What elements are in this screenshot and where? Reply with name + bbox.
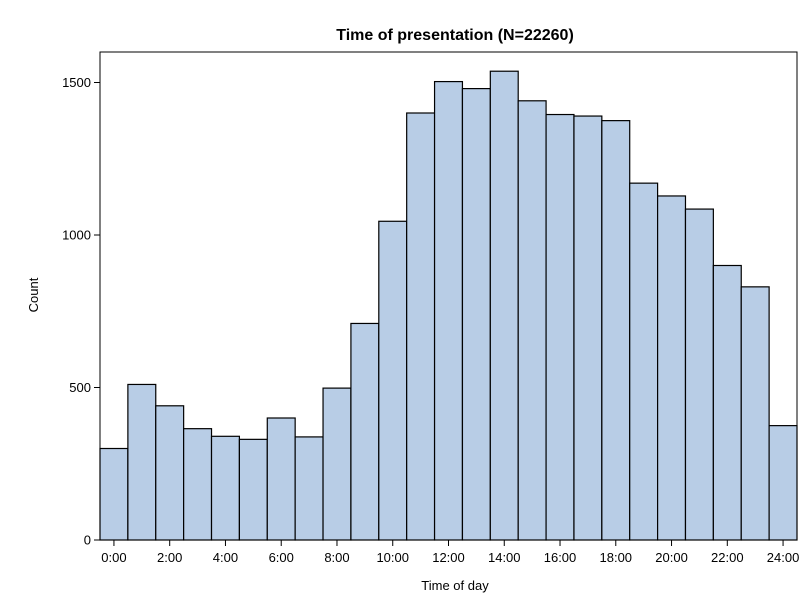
histogram-bar xyxy=(183,428,213,541)
x-tick-label: 0:00 xyxy=(101,550,126,565)
histogram-bar xyxy=(294,436,324,541)
histogram-bar xyxy=(684,208,714,541)
histogram-bar xyxy=(461,87,491,541)
x-tick-label: 2:00 xyxy=(157,550,182,565)
x-tick-label: 18:00 xyxy=(600,550,633,565)
x-tick-label: 22:00 xyxy=(711,550,744,565)
x-tick-label: 4:00 xyxy=(213,550,238,565)
x-tick-label: 12:00 xyxy=(432,550,465,565)
histogram-bar xyxy=(433,80,464,541)
y-axis-label: Count xyxy=(26,277,41,312)
histogram-bar xyxy=(127,383,157,541)
histogram-bar xyxy=(238,438,268,541)
histogram-bar xyxy=(322,387,352,541)
y-tick-label: 0 xyxy=(84,533,91,548)
histogram-bar xyxy=(656,195,687,541)
x-tick-label: 20:00 xyxy=(655,550,688,565)
x-tick-label: 6:00 xyxy=(269,550,294,565)
y-tick-label: 500 xyxy=(69,380,91,395)
x-tick-label: 8:00 xyxy=(324,550,349,565)
histogram-bar xyxy=(350,322,380,541)
histogram-bar xyxy=(712,264,742,541)
histogram-bar xyxy=(266,417,296,541)
x-tick-label: 16:00 xyxy=(544,550,577,565)
histogram-bar xyxy=(573,115,603,541)
x-axis: 0:00 2:00 4:00 6:00 8:00 10:00 12:00 14:00 16:00… xyxy=(101,540,799,565)
x-tick-label: 24:00 xyxy=(767,550,800,565)
chart-title: Time of presentation (N=22260) xyxy=(336,27,574,44)
histogram-bar xyxy=(629,182,659,541)
x-tick-label: 14:00 xyxy=(488,550,521,565)
histogram-bar xyxy=(489,70,519,541)
y-tick-label: 1000 xyxy=(62,228,91,243)
histogram-bar xyxy=(378,220,408,541)
x-axis-label: Time of day xyxy=(421,578,489,593)
histogram-bar xyxy=(99,447,129,541)
plot-area xyxy=(99,70,798,541)
histogram-bar xyxy=(406,112,436,541)
histogram-bar xyxy=(155,405,185,541)
histogram-bar xyxy=(740,286,770,541)
histogram-bar xyxy=(768,425,798,541)
histogram-bar xyxy=(601,120,631,541)
histogram-bar xyxy=(545,113,575,541)
x-tick-label: 10:00 xyxy=(376,550,409,565)
histogram-bar xyxy=(210,435,241,541)
y-axis: 0 500 1000 1500 xyxy=(62,75,100,548)
histogram-bar xyxy=(517,100,547,541)
y-tick-label: 1500 xyxy=(62,75,91,90)
